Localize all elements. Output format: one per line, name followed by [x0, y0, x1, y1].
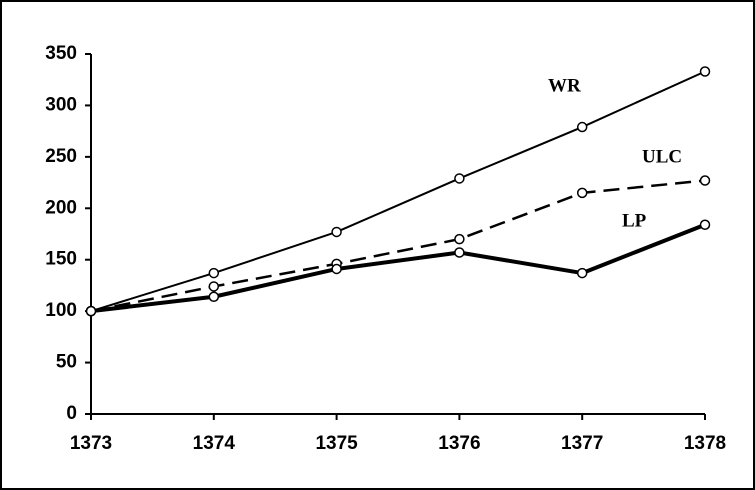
frame: [1, 1, 754, 489]
point: [332, 264, 341, 273]
x-tick-label: 1376: [438, 433, 480, 454]
chart: 0 50 100 150 200 250 300 350 1373 1374 1375 1376 137…: [0, 0, 755, 490]
point: [578, 123, 587, 132]
y-tick-label: 100: [45, 300, 77, 321]
point: [455, 235, 464, 244]
point: [701, 220, 710, 229]
point: [578, 188, 587, 197]
series-line: [91, 181, 705, 312]
series-label: LP: [622, 210, 647, 231]
x-tick-label: 1373: [70, 433, 112, 454]
point: [578, 269, 587, 278]
point: [87, 307, 96, 316]
series-line: [91, 225, 705, 311]
x-tick-label: 1378: [684, 433, 726, 454]
point: [332, 227, 341, 236]
y-tick-label: 0: [66, 403, 77, 424]
y-tick-label: 50: [56, 352, 77, 373]
y-tick-label: 150: [45, 249, 77, 270]
y-tick-label: 200: [45, 197, 77, 218]
y-tick-label: 250: [45, 146, 77, 167]
x-tick-label: 1375: [315, 433, 358, 454]
point: [209, 269, 218, 278]
point: [701, 67, 710, 76]
point: [701, 176, 710, 185]
point: [455, 248, 464, 257]
series-label: ULC: [642, 146, 682, 167]
x-tick-label: 1377: [561, 433, 603, 454]
y-tick-label: 350: [45, 43, 77, 64]
series-label: WR: [548, 75, 581, 96]
point: [455, 174, 464, 183]
series-line: [91, 71, 705, 311]
y-tick-label: 300: [45, 94, 77, 115]
point: [209, 282, 218, 291]
x-tick-label: 1374: [193, 433, 236, 454]
point: [209, 292, 218, 301]
page: {"chart_data": {"type": "line", "x": [13…: [0, 0, 755, 490]
